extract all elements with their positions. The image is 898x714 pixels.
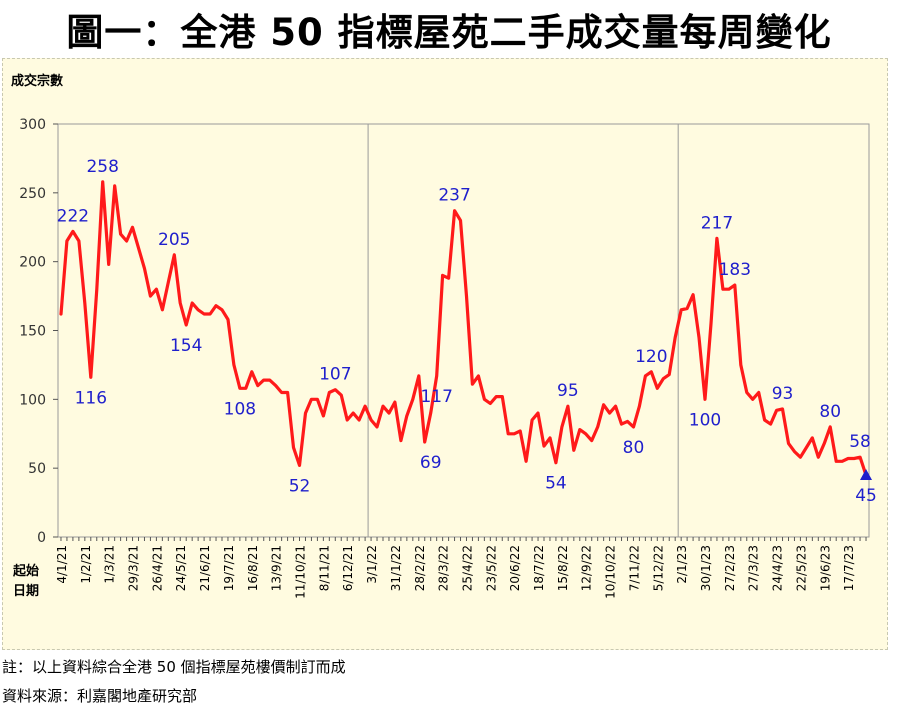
data-label: 54 xyxy=(545,474,567,494)
data-label: 108 xyxy=(224,399,256,419)
y-tick-label: 0 xyxy=(37,530,46,546)
x-tick-label: 27/3/23 xyxy=(747,545,761,591)
series-line-group xyxy=(59,180,868,477)
x-tick-label: 25/4/22 xyxy=(460,545,474,591)
data-label: 80 xyxy=(819,402,841,422)
data-label: 80 xyxy=(623,438,645,458)
y-tick-label: 50 xyxy=(28,461,46,477)
y-tick-label: 200 xyxy=(19,255,46,271)
x-axis-title-line1: 起始 xyxy=(12,563,39,579)
data-label: 93 xyxy=(772,384,794,404)
x-tick-label: 31/1/22 xyxy=(389,545,403,591)
x-tick-label: 24/5/21 xyxy=(174,545,188,591)
data-label: 58 xyxy=(849,432,871,452)
data-label: 107 xyxy=(319,365,351,385)
data-label: 100 xyxy=(689,410,721,430)
latest-point-marker xyxy=(860,469,873,481)
data-label: 117 xyxy=(420,387,452,407)
x-tick-label: 19/6/23 xyxy=(818,545,832,591)
data-label: 237 xyxy=(438,186,470,206)
data-label: 52 xyxy=(289,476,311,496)
y-tick-label: 250 xyxy=(19,186,46,202)
data-label: 183 xyxy=(719,260,751,280)
chart-panel: 成交宗數 0 50 100 150 200 250 300 4/1/21 1/2/21 1/3/… xyxy=(2,58,888,650)
x-tick-label: 6/12/21 xyxy=(341,545,355,591)
data-label: 116 xyxy=(75,388,107,408)
footnote-note: 註：以上資料綜合全港 50 個指標屋苑樓價制訂而成 xyxy=(2,658,346,676)
x-tick-label: 29/3/21 xyxy=(127,545,141,591)
x-tick-label: 21/6/21 xyxy=(198,545,212,591)
x-tick-label: 26/4/21 xyxy=(150,545,164,591)
series-line xyxy=(59,180,868,477)
data-label: 222 xyxy=(57,206,89,226)
x-axis: 4/1/21 1/2/21 1/3/21 29/3/21 26/4/21 24/5/21 2… xyxy=(12,537,867,599)
data-label: 205 xyxy=(158,230,190,250)
x-tick-label: 1/2/21 xyxy=(79,545,93,584)
x-tick-label: 13/9/21 xyxy=(270,545,284,591)
x-tick-label: 28/2/22 xyxy=(413,545,427,591)
x-tick-label: 2/1/23 xyxy=(675,545,689,584)
x-axis-title-line2: 日期 xyxy=(13,584,39,599)
x-tick-label: 30/1/23 xyxy=(699,545,713,591)
y-tick-label: 150 xyxy=(19,324,46,340)
y-tick-label: 100 xyxy=(19,392,46,408)
data-label: 258 xyxy=(86,157,118,177)
data-label: 217 xyxy=(701,213,733,233)
data-label: 45 xyxy=(855,486,877,506)
data-label: 95 xyxy=(557,381,579,401)
y-axis: 0 50 100 150 200 250 300 xyxy=(19,117,58,546)
x-tick-label: 3/1/22 xyxy=(365,545,379,584)
data-labels: 222 116 258 205 154 108 52 107 69 117 237 54 95 80 120… xyxy=(57,157,877,506)
x-tick-label: 16/8/21 xyxy=(246,545,260,591)
x-tick-label: 10/10/22 xyxy=(604,545,618,599)
x-tick-label: 7/11/22 xyxy=(627,545,641,591)
x-tick-label: 27/2/23 xyxy=(723,545,737,591)
x-tick-label: 1/3/21 xyxy=(103,545,117,584)
x-tick-label: 4/1/21 xyxy=(55,545,69,584)
x-tick-label: 19/7/21 xyxy=(222,545,236,591)
x-tick-label: 15/8/22 xyxy=(556,545,570,591)
data-label: 69 xyxy=(420,453,442,473)
data-label: 120 xyxy=(635,347,667,367)
footnote-source: 資料來源：利嘉閣地產研究部 xyxy=(2,687,198,705)
data-label: 154 xyxy=(170,336,202,356)
x-tick-label: 18/7/22 xyxy=(532,545,546,591)
line-chart: 成交宗數 0 50 100 150 200 250 300 4/1/21 1/2/21 1/3/… xyxy=(11,73,877,599)
x-tick-label: 12/9/22 xyxy=(580,545,594,591)
y-axis-title: 成交宗數 xyxy=(11,73,63,89)
x-tick-label: 17/7/23 xyxy=(842,545,856,591)
x-tick-label: 22/5/23 xyxy=(794,545,808,591)
x-tick-label: 24/4/23 xyxy=(771,545,785,591)
x-tick-label: 11/10/21 xyxy=(294,545,308,599)
y-tick-label: 300 xyxy=(19,117,46,133)
page-title: 圖一：全港 50 指標屋苑二手成交量每周變化 xyxy=(66,11,832,54)
x-tick-label: 28/3/22 xyxy=(437,545,451,591)
x-tick-label: 5/12/22 xyxy=(651,545,665,591)
x-tick-label: 23/5/22 xyxy=(484,545,498,591)
x-tick-label: 20/6/22 xyxy=(508,545,522,591)
x-tick-label: 8/11/21 xyxy=(317,545,331,591)
